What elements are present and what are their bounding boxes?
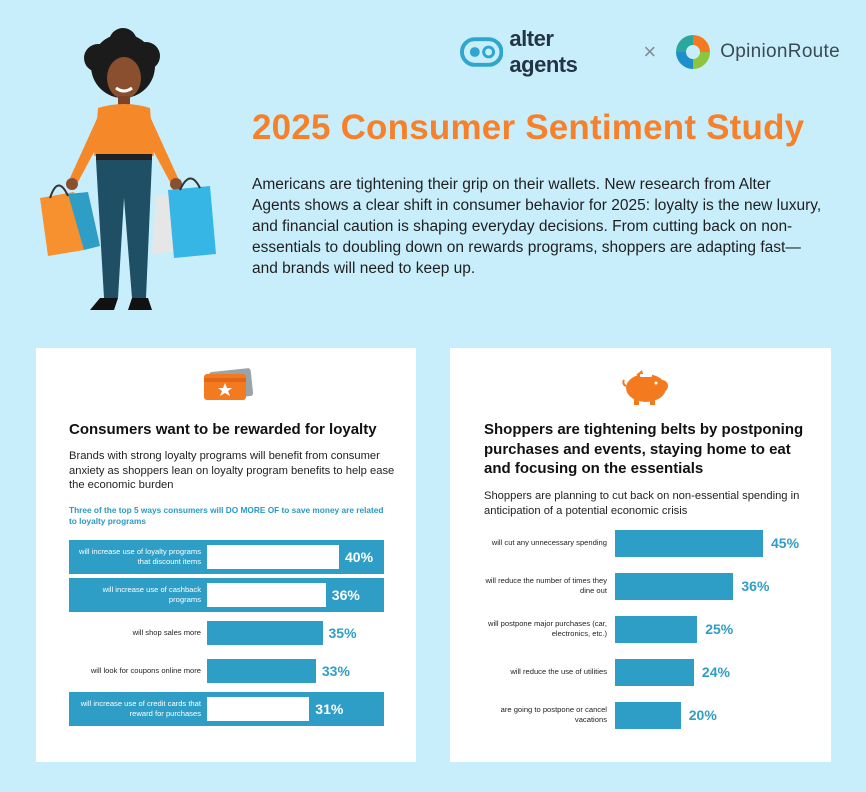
loyalty-bar	[207, 659, 316, 683]
loyalty-bar-label: will look for coupons online more	[90, 666, 201, 675]
belts-bar	[615, 529, 763, 557]
reward-card-icon	[204, 368, 254, 400]
shopper-illustration	[40, 28, 216, 310]
belts-bar	[615, 658, 694, 686]
loyalty-bar-label: will increase use of loyalty programs th…	[79, 547, 201, 566]
intro-paragraph: Americans are tightening their grip on t…	[252, 176, 822, 277]
belts-bar-label: will reduce the use of utilities	[510, 667, 607, 676]
loyalty-chart-subhead: Three of the top 5 ways consumers will D…	[69, 505, 384, 526]
logo-separator: ×	[643, 39, 657, 64]
loyalty-bar-row: will increase use of cashback programs 36…	[69, 578, 384, 612]
loyalty-bar-value: 33%	[321, 663, 350, 679]
alter-agents-logo: alter agents	[460, 26, 625, 78]
belts-bar-label: will reduce the number of times they din…	[485, 576, 607, 595]
belts-card-title: Shoppers are tightening belts by postpon…	[484, 421, 804, 477]
loyalty-bar-value: 36%	[331, 587, 360, 603]
loyalty-bar-value: 40%	[345, 549, 374, 565]
alter-agents-wordmark: alter agents	[509, 26, 578, 77]
belts-bar-row: are going to postpone or cancel vacation…	[480, 701, 820, 729]
belts-bar-value: 45%	[771, 535, 800, 551]
loyalty-bar	[207, 545, 339, 569]
loyalty-bar	[207, 583, 326, 607]
loyalty-bar-value: 35%	[328, 625, 357, 641]
opinionroute-wordmark: OpinionRoute	[720, 41, 840, 62]
loyalty-bar-value: 31%	[315, 701, 344, 717]
loyalty-bar-label: will increase use of cashback programs	[102, 585, 201, 604]
belts-bar-row: will reduce the number of times they din…	[480, 572, 820, 600]
belts-bar	[615, 701, 681, 729]
opinionroute-logo-icon	[676, 35, 711, 69]
belts-bar-row: will cut any unnecessary spending 45%	[480, 529, 820, 557]
page-title: 2025 Consumer Sentiment Study	[252, 108, 805, 147]
loyalty-bar-label: will increase use of credit cards that r…	[80, 699, 201, 718]
belts-bar-label: will postpone major purchases (car, elec…	[487, 619, 607, 638]
loyalty-card-title: Consumers want to be rewarded for loyalt…	[69, 421, 377, 438]
belts-bar-label: will cut any unnecessary spending	[491, 538, 607, 547]
belts-bar-value: 24%	[701, 664, 730, 680]
loyalty-bar-row: will shop sales more 35%	[69, 616, 384, 650]
belts-bar	[615, 572, 734, 600]
loyalty-bar	[207, 621, 323, 645]
belts-bar-value: 36%	[741, 578, 770, 594]
partner-logos: alter agents × OpinionRoute	[460, 26, 840, 77]
belts-bar-label: are going to postpone or cancel vacation…	[500, 705, 607, 724]
opinionroute-logo: OpinionRoute	[672, 31, 840, 73]
belts-bar-row: will reduce the use of utilities 24%	[480, 658, 820, 686]
loyalty-card: Consumers want to be rewarded for loyalt…	[36, 348, 416, 762]
piggy-bank-icon	[622, 370, 668, 405]
belts-bar-row: will postpone major purchases (car, elec…	[480, 615, 820, 643]
loyalty-bar-label: will shop sales more	[132, 628, 201, 637]
belts-card-description: Shoppers are planning to cut back on non…	[484, 490, 800, 517]
belts-bar-value: 25%	[705, 621, 734, 637]
belts-card: Shoppers are tightening belts by postpon…	[450, 348, 831, 762]
belts-bar-value: 20%	[688, 707, 717, 723]
loyalty-bar-row: will look for coupons online more 33%	[69, 654, 384, 688]
loyalty-card-description: Brands with strong loyalty programs will…	[69, 450, 395, 491]
belts-bar	[615, 615, 698, 643]
loyalty-bar	[207, 697, 310, 721]
loyalty-bar-row: will increase use of credit cards that r…	[69, 692, 384, 726]
alter-agents-logo-icon	[460, 37, 504, 67]
loyalty-bar-row: will increase use of loyalty programs th…	[69, 540, 384, 574]
